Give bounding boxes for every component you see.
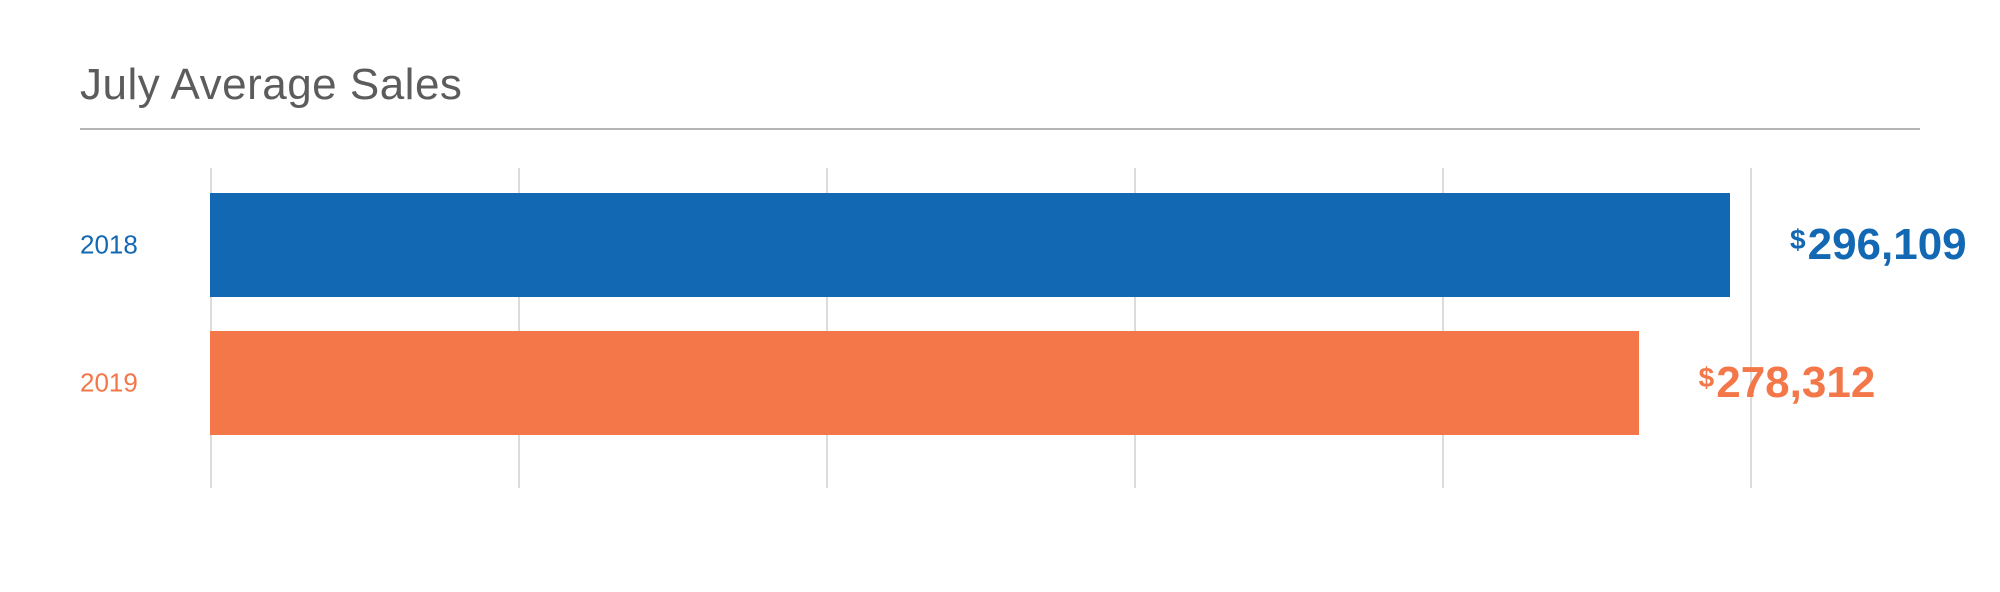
currency-symbol: $ (1699, 362, 1715, 393)
bar (210, 331, 1639, 435)
currency-symbol: $ (1790, 224, 1806, 255)
chart-body: 2018 2019 $296,109$278,312 (80, 168, 1920, 488)
bar-value-label: $278,312 (1699, 358, 1876, 408)
bar-value-number: 278,312 (1716, 358, 1875, 407)
bar-value-number: 296,109 (1808, 220, 1967, 269)
bar (210, 193, 1730, 297)
bar-row (210, 331, 1639, 435)
chart-title: July Average Sales (80, 60, 1920, 110)
title-divider (80, 128, 1920, 130)
bar-row (210, 193, 1730, 297)
plot-area: $296,109$278,312 (210, 168, 1920, 488)
bars-group: $296,109$278,312 (210, 168, 1920, 488)
y-axis-label: 2019 (80, 368, 180, 399)
bar-value-label: $296,109 (1790, 220, 1967, 270)
chart-container: July Average Sales 20182019 $296,109$278… (0, 0, 2000, 592)
y-axis-labels: 2018 2019 (80, 168, 210, 488)
y-axis-label: 2018 (80, 230, 180, 261)
